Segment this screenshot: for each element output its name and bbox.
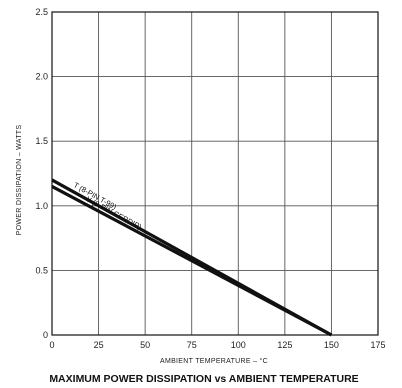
grid — [51, 11, 379, 336]
y-tick-label: 0 — [43, 330, 48, 340]
y-axis-ticks: 0 0.5 1.0 1.5 2.0 2.5 — [35, 7, 48, 340]
y-tick-label: 2.5 — [35, 7, 48, 17]
y-tick-label: 0.5 — [35, 265, 48, 275]
x-tick-label: 0 — [49, 340, 54, 350]
x-axis-label: AMBIENT TEMPERATURE – °C — [160, 357, 268, 365]
x-tick-label: 25 — [94, 340, 104, 350]
y-tick-label: 2.0 — [35, 72, 48, 82]
y-tick-label: 1.0 — [35, 201, 48, 211]
x-tick-label: 175 — [370, 340, 385, 350]
x-tick-label: 75 — [187, 340, 197, 350]
x-axis-ticks: 0 25 50 75 100 125 150 175 — [49, 340, 385, 350]
x-tick-label: 50 — [140, 340, 150, 350]
x-tick-label: 125 — [277, 340, 292, 350]
y-axis-label: POWER DISSIPATION – WATTS — [16, 125, 23, 236]
series-label-1: Y (8-PIN CERDIP) — [85, 195, 144, 232]
x-tick-label: 100 — [231, 340, 246, 350]
series-lines — [51, 178, 333, 337]
series-line-1 — [51, 185, 333, 337]
x-tick-label: 150 — [324, 340, 339, 350]
y-tick-label: 1.5 — [35, 136, 48, 146]
chart-title: MAXIMUM POWER DISSIPATION vs AMBIENT TEM… — [49, 373, 358, 385]
plot-frame — [51, 11, 379, 336]
